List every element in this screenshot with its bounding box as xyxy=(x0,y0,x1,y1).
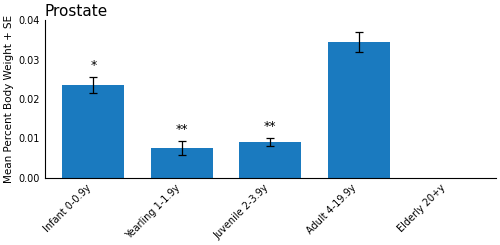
Text: **: ** xyxy=(176,123,188,136)
Text: **: ** xyxy=(264,120,276,133)
Bar xyxy=(62,85,124,178)
Text: *: * xyxy=(90,59,96,72)
Bar xyxy=(328,42,390,178)
Bar xyxy=(151,148,213,178)
Bar xyxy=(240,142,301,178)
Y-axis label: Mean Percent Body Weight + SE: Mean Percent Body Weight + SE xyxy=(4,15,14,183)
Text: Prostate: Prostate xyxy=(44,4,108,19)
